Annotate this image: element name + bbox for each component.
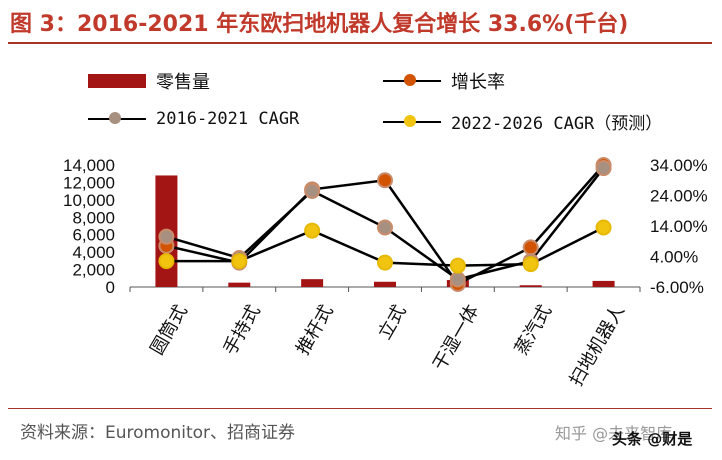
x-category-label: 蒸汽式: [511, 301, 556, 358]
bar-sales: [592, 280, 615, 287]
y-left-tick-label: 6,000: [72, 226, 115, 245]
line-cagr-2022-point: [522, 256, 539, 273]
legend-item-sales: 零售量: [88, 68, 210, 94]
line-cagr-2016-point: [449, 271, 466, 288]
line-cagr-2022-point: [304, 222, 321, 239]
y-right-tick-label: 34.00%: [650, 156, 708, 175]
bar-sales: [228, 282, 251, 287]
legend-label-growth: 增长率: [451, 72, 505, 93]
y-left-tick-label: 4,000: [72, 243, 115, 262]
y-right-tick-label: 24.00%: [650, 187, 708, 206]
line-cagr-2022-point: [231, 253, 248, 270]
legend-item-cagr-2016: 2016-2021 CAGR: [88, 109, 299, 129]
x-category-label: 圆筒式: [147, 301, 192, 358]
legend-label-sales: 零售量: [156, 72, 210, 93]
legend-swatch-growth: [383, 74, 441, 88]
bar-sales: [519, 285, 542, 287]
legend-item-growth: 增长率: [383, 68, 505, 94]
line-cagr-2022-point: [449, 257, 466, 274]
legend-label-cagr-2016: 2016-2021 CAGR: [156, 109, 300, 129]
x-category-label: 推杆式: [292, 301, 337, 358]
y-left-tick-label: 12,000: [63, 173, 115, 192]
line-cagr-2016-point: [595, 160, 612, 177]
x-category-label: 干湿一体: [429, 301, 483, 374]
legend-swatch-cagr-2016: [88, 112, 146, 126]
x-category-label: 立式: [374, 301, 410, 343]
y-right-tick-label: -6.00%: [650, 278, 704, 297]
line-cagr-2022-point: [377, 254, 393, 271]
legend-item-cagr-2022: 2022-2026 CAGR（预测）: [383, 109, 662, 134]
x-category-label: 扫地机器人: [566, 301, 629, 389]
legend-swatch-cagr-2022: [383, 114, 441, 129]
y-right-tick-label: 4.00%: [650, 248, 698, 267]
line-cagr-2022-point: [158, 253, 175, 270]
bar-sales: [374, 281, 396, 287]
title-divider: [8, 42, 712, 44]
line-cagr-2016-point: [377, 219, 393, 236]
line-cagr-2016-point: [158, 228, 175, 245]
line-cagr-2016-point: [304, 182, 321, 199]
y-right-tick-label: 14.00%: [650, 217, 708, 236]
source-note: 资料来源：Euromonitor、招商证券: [20, 423, 296, 443]
line-cagr-2022-point: [595, 219, 612, 236]
source-divider: [8, 408, 712, 409]
chart-title: 图 3：2016-2021 年东欧扫地机器人复合增长 33.6%(千台): [10, 12, 629, 37]
x-category-label: 手持式: [220, 301, 265, 358]
y-left-tick-label: 8,000: [72, 208, 115, 227]
y-left-tick-label: 0: [106, 278, 115, 297]
legend-swatch-bar: [88, 74, 146, 88]
line-growth-point: [522, 239, 539, 256]
y-left-tick-label: 14,000: [63, 156, 115, 175]
line-growth-point: [377, 172, 393, 189]
y-left-tick-label: 2,000: [72, 261, 115, 280]
y-left-tick-label: 10,000: [63, 191, 115, 210]
watermark-toutiao: 头条 @财是: [612, 430, 693, 448]
watermark-zhihu: 知乎 @未来智库: [555, 424, 673, 443]
legend-label-cagr-2022: 2022-2026 CAGR（预测）: [451, 114, 663, 134]
bar-sales: [301, 279, 324, 287]
